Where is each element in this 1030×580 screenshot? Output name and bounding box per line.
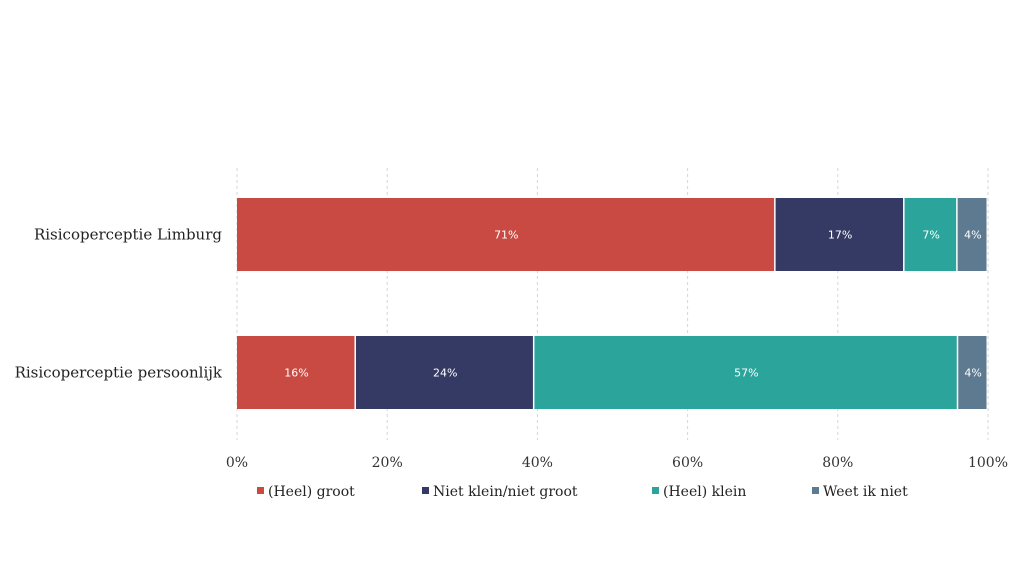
x-tick-label: 80% — [822, 455, 853, 471]
bar-weet-ik-niet — [957, 198, 987, 271]
x-tick-label: 20% — [372, 455, 403, 471]
bar-value-label: 16% — [284, 367, 308, 380]
x-tick-label: 0% — [226, 455, 248, 471]
category-label: Risicoperceptie Limburg — [34, 226, 222, 244]
x-tick-label: 100% — [968, 455, 1008, 471]
legend: (Heel) groot Niet klein/niet groot (Heel) … — [257, 484, 908, 500]
legend-label: Weet ik niet — [823, 484, 908, 500]
legend-swatch — [652, 487, 659, 494]
x-tick-label: 60% — [672, 455, 703, 471]
category-label: Risicoperceptie persoonlijk — [15, 364, 223, 382]
legend-swatch — [422, 487, 429, 494]
bar-heel-groot — [237, 336, 355, 409]
bar-heel-klein — [904, 198, 957, 271]
legend-swatch — [812, 487, 819, 494]
bar-heel-klein — [534, 336, 957, 409]
bar-value-label: 24% — [433, 367, 457, 380]
bars: 71% 17% 7% 4% 16% 24% 57% 4% — [237, 198, 987, 409]
bar-value-label: 4% — [964, 229, 981, 242]
legend-label: Niet klein/niet groot — [433, 484, 578, 500]
x-tick-label: 40% — [522, 455, 553, 471]
bar-value-label: 4% — [964, 367, 981, 380]
bar-niet-klein-niet-groot — [355, 336, 533, 409]
bar-niet-klein-niet-groot — [775, 198, 904, 271]
x-axis-ticks: 0% 20% 40% 60% 80% 100% — [226, 455, 1008, 471]
bar-heel-groot — [237, 198, 775, 271]
bar-value-label: 57% — [734, 367, 758, 380]
legend-swatch — [257, 487, 264, 494]
bar-value-label: 71% — [494, 229, 518, 242]
category-labels: Risicoperceptie Limburg Risicoperceptie p… — [15, 226, 223, 382]
bar-value-label: 7% — [922, 229, 939, 242]
bar-weet-ik-niet — [958, 336, 987, 409]
legend-label: (Heel) klein — [663, 484, 746, 500]
bar-value-label: 17% — [828, 229, 852, 242]
legend-label: (Heel) groot — [268, 484, 355, 500]
